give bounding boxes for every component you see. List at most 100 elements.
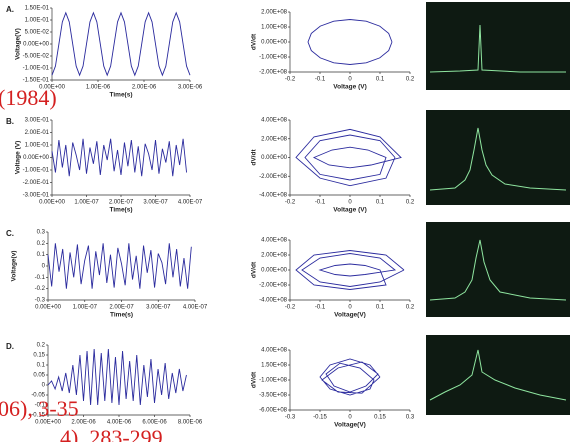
y-tick-label: 4.00E+08 [261,118,288,124]
y-tick-label: 0.3 [37,230,46,236]
x-tick-label: 0.00E+00 [39,85,66,91]
y-tick-label: 1.00E+08 [261,25,288,31]
x-tick-label: 0.00E+00 [35,305,62,311]
y-tick-label: -4.00E+08 [259,298,288,304]
x-tick-label: 0.00E+00 [39,200,66,206]
x-tick-label: 3.00E-06 [178,85,203,91]
y-tick-label: -1.00E+08 [259,378,288,384]
x-tick-label: 2.00E-07 [109,305,134,311]
data-line [295,250,405,290]
x-axis-title: Time(s) [110,92,133,99]
panel-label: A. [6,5,14,14]
y-tick-label: -0.15 [31,413,45,419]
data-line [51,11,191,77]
panel-label: D. [6,342,14,351]
y-axis-title: Voltage (V) [15,141,22,174]
y-tick-label: 0.00E+00 [261,268,288,274]
y-tick-label: 0.1 [37,252,46,258]
data-line [319,358,381,396]
y-axis-title: dV/dt [251,371,258,388]
x-tick-label: 3.00E-07 [143,200,168,206]
y-tick-label: -4.00E+08 [259,193,288,199]
panel-label: B. [6,117,14,126]
y-tick-label: -6.00E+08 [259,408,288,414]
y-tick-label: -2.00E-01 [23,180,50,186]
y-tick-label: -1.50E-01 [23,78,50,84]
x-tick-label: 1.00E-07 [73,305,98,311]
data-line [47,243,192,289]
data-line [295,128,402,187]
y-tick-label: -0.2 [35,286,46,292]
x-tick-label: 4.00E-07 [183,305,208,311]
x-tick-label: 0.1 [376,77,385,83]
data-line [47,348,187,406]
x-tick-label: 0.2 [406,305,415,311]
x-tick-label: 4.00E-07 [178,200,203,206]
x-tick-label: 0.15 [374,415,386,421]
x-tick-label: 0.00E+00 [35,420,62,426]
x-tick-label: -0.2 [285,200,296,206]
y-tick-label: 4.00E+08 [261,348,288,354]
y-tick-label: -5.00E-02 [23,54,50,60]
overlay-text: 06), 3-35 [0,396,79,421]
y-tick-label: -0.3 [35,298,46,304]
spectrum-screen [426,110,570,205]
y-tick-label: 1.00E-01 [25,18,50,24]
x-tick-label: -0.1 [315,305,326,311]
y-tick-label: 2.00E-01 [25,130,50,136]
x-tick-label: -0.2 [285,305,296,311]
spectrum-screen [426,335,570,415]
x-axis-title: Voltage (V) [333,207,366,214]
overlay-text: 4), 283-299 [60,425,163,442]
spectrum-trace [429,349,567,401]
y-tick-label: -1.00E-01 [23,168,50,174]
spectrum-panels [426,2,570,415]
x-tick-label: -0.2 [285,77,296,83]
x-tick-label: 0.3 [406,415,415,421]
y-tick-label: 5.00E-02 [25,30,50,36]
x-tick-label: -0.3 [285,415,296,421]
data-line [307,19,393,65]
x-tick-label: -0.1 [315,200,326,206]
y-tick-label: -3.50E+08 [259,393,288,399]
x-tick-label: 2.00E-06 [132,85,157,91]
y-tick-label: 2.00E+08 [261,136,288,142]
spectrum-trace [429,239,567,301]
y-tick-label: 1.50E-01 [25,6,50,12]
y-axis-title: Voltage(V) [15,28,22,60]
x-axis-title: Voltage(V) [334,422,366,429]
y-tick-label: -2.00E+08 [259,174,288,180]
y-axis-title: dV/dt [251,261,258,278]
x-tick-label: 1.00E-06 [86,85,111,91]
x-tick-label: 0.2 [406,77,415,83]
x-tick-label: 0 [348,200,352,206]
y-tick-label: 3.00E-01 [25,118,50,124]
x-tick-label: 0 [348,305,352,311]
y-tick-label: 2.00E+08 [261,10,288,16]
y-axis-title: Voltage(v) [11,251,18,282]
y-tick-label: 0 [42,264,46,270]
x-tick-label: 0.1 [376,305,385,311]
x-tick-label: -0.15 [313,415,327,421]
x-axis-title: Time(s) [110,312,133,319]
y-tick-label: -0.1 [35,275,46,281]
y-tick-label: 0.2 [37,241,46,247]
x-tick-label: 2.00E-07 [109,200,134,206]
y-tick-label: 1.00E-01 [25,143,50,149]
x-tick-label: 2.00E-06 [71,420,96,426]
y-tick-label: 2.00E+08 [261,253,288,259]
panel-label: C. [6,229,14,238]
x-tick-label: 1.00E-07 [74,200,99,206]
y-tick-label: 0.05 [33,373,45,379]
x-tick-label: 0.1 [376,200,385,206]
y-tick-label: 0 [42,383,46,389]
spectrum-screen [426,222,570,317]
y-tick-label: -0.1 [35,403,46,409]
y-tick-label: 0.2 [37,343,46,349]
y-tick-label: 0.00E+00 [261,40,288,46]
spectrum-trace [429,127,567,191]
y-tick-label: -3.00E-01 [23,193,50,199]
y-tick-label: 0.15 [33,353,45,359]
x-tick-label: -0.1 [315,77,326,83]
